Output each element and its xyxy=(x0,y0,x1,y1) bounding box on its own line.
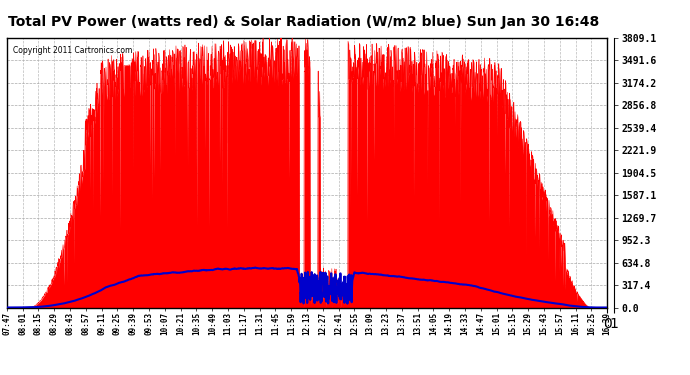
Text: Copyright 2011 Cartronics.com: Copyright 2011 Cartronics.com xyxy=(13,46,132,55)
Text: Total PV Power (watts red) & Solar Radiation (W/m2 blue) Sun Jan 30 16:48: Total PV Power (watts red) & Solar Radia… xyxy=(8,15,599,29)
